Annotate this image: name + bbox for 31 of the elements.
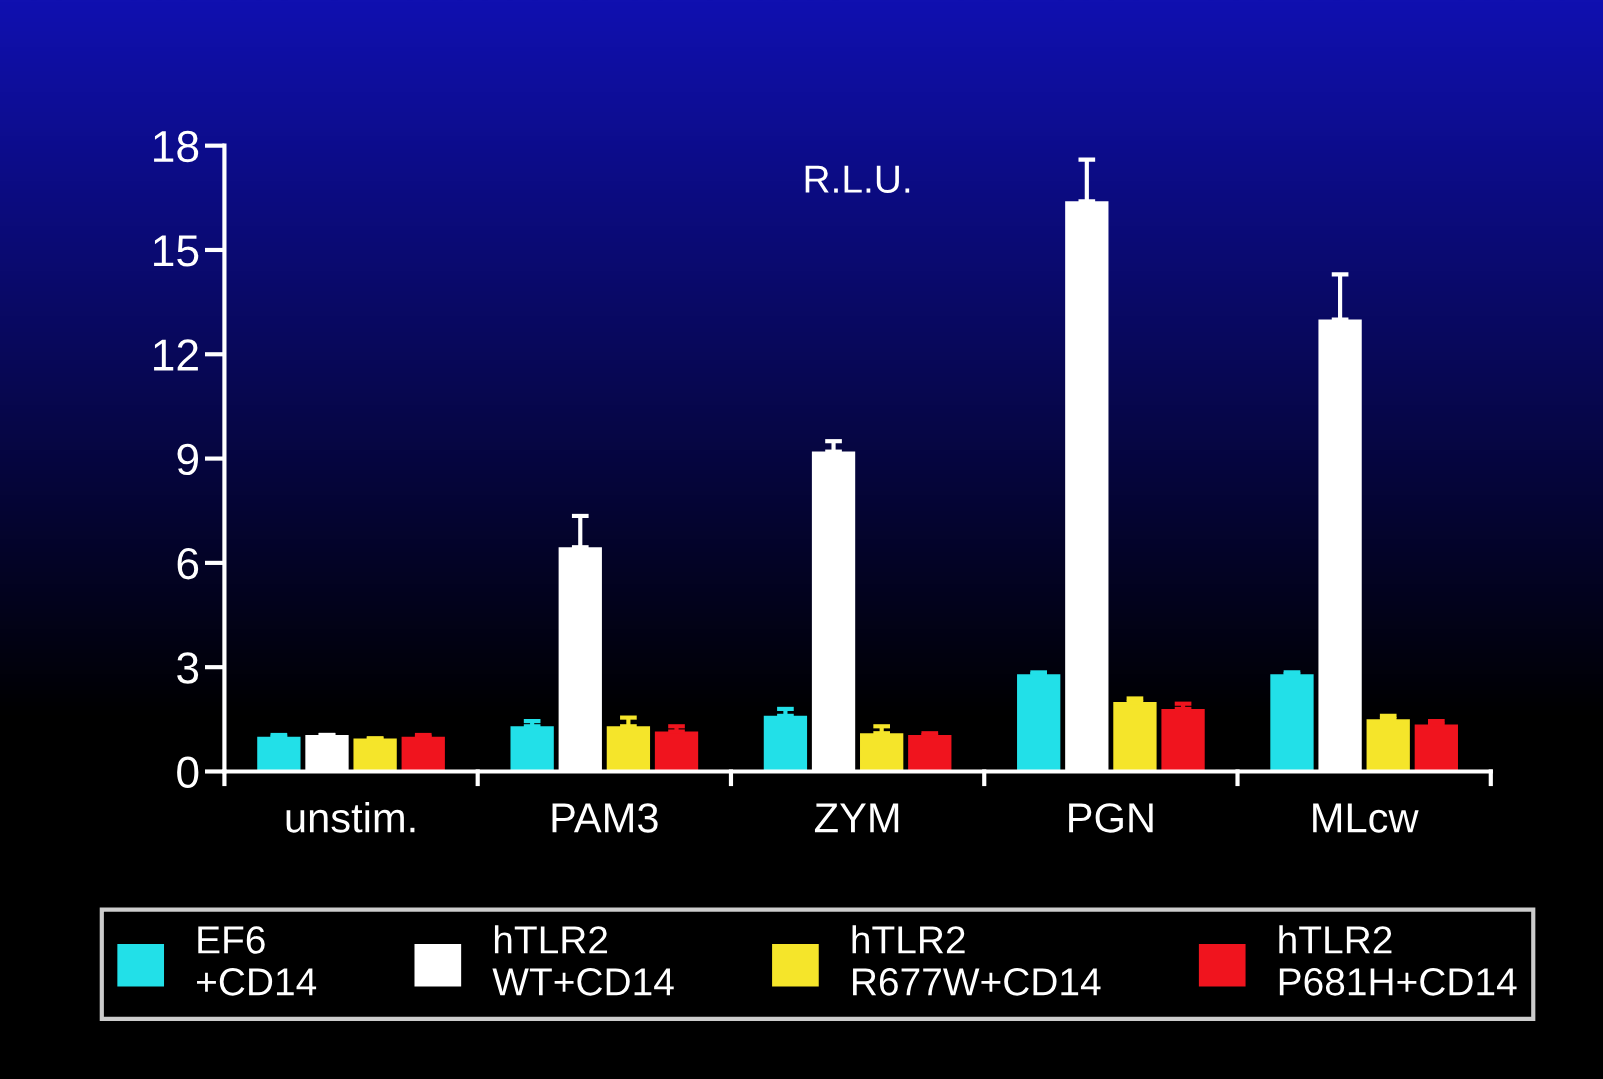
x-tick-label: ZYM bbox=[814, 803, 899, 833]
bar bbox=[1366, 719, 1410, 772]
x-tick-label: MLcw bbox=[1313, 803, 1419, 833]
y-tick-label: 3 bbox=[177, 652, 199, 684]
bar bbox=[908, 734, 952, 772]
bar bbox=[860, 733, 904, 772]
y-tick-label: 0 bbox=[177, 756, 199, 789]
bar bbox=[1270, 674, 1314, 772]
y-tick-label: 12 bbox=[154, 339, 198, 371]
x-tick-label: PGN bbox=[1069, 803, 1153, 833]
legend-label: hTLR2 WT+CD14 bbox=[492, 925, 674, 996]
x-tick-label: PAM3 bbox=[552, 803, 658, 833]
y-tick-label: 18 bbox=[154, 130, 199, 163]
bar bbox=[763, 715, 808, 772]
legend-label: hTLR2 P681H+CD14 bbox=[1279, 925, 1517, 996]
y-tick-label: 6 bbox=[177, 547, 199, 580]
bar bbox=[1161, 708, 1205, 772]
chart-title: R.L.U. bbox=[805, 165, 910, 193]
bar bbox=[257, 736, 301, 772]
bar bbox=[510, 726, 554, 772]
x-tick-label: unstim. bbox=[286, 802, 415, 833]
bar bbox=[353, 738, 397, 772]
bar bbox=[1017, 674, 1061, 772]
legend-label: EF6 +CD14 bbox=[197, 926, 317, 996]
bar bbox=[606, 726, 651, 772]
bar bbox=[1414, 724, 1458, 772]
legend-label: hTLR2 R677W+CD14 bbox=[852, 925, 1101, 996]
y-tick-label: 15 bbox=[154, 235, 199, 267]
bar bbox=[1113, 701, 1157, 772]
bar bbox=[654, 731, 699, 772]
y-tick-label: 9 bbox=[177, 443, 199, 476]
